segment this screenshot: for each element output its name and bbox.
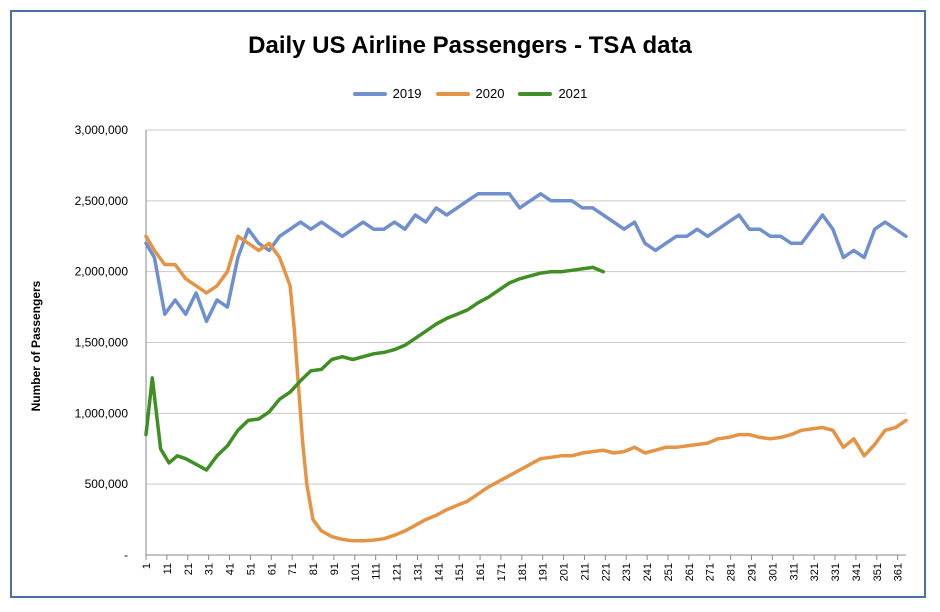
x-tick-label-4: 41 (225, 563, 237, 575)
chart-title: Daily US Airline Passengers - TSA data (248, 32, 692, 59)
x-tick-label-28: 281 (726, 563, 738, 581)
series-line-2021 (144, 265, 606, 472)
x-tick-label-6: 61 (266, 563, 278, 575)
x-tick-label-14: 141 (433, 563, 445, 581)
y-tick-label-0: - (124, 548, 128, 562)
x-tick-label-23: 231 (621, 563, 633, 581)
y-tick-label-6: 3,000,000 (75, 123, 129, 137)
legend-label-2020: 2020 (475, 86, 505, 101)
x-tick-label-36: 361 (893, 563, 905, 581)
y-tick-label-2: 1,000,000 (75, 406, 129, 420)
legend-swatch-2020 (435, 91, 470, 96)
x-tick-label-31: 311 (788, 563, 800, 581)
x-tick-label-21: 211 (579, 563, 591, 581)
legend-item-2021: 2021 (518, 86, 587, 101)
x-tick-label-35: 351 (872, 563, 884, 581)
x-tick-label-17: 171 (496, 563, 508, 581)
x-tick-label-7: 71 (287, 563, 299, 575)
x-tick-label-30: 301 (767, 563, 779, 581)
x-tick-label-16: 161 (475, 563, 487, 581)
x-tick-label-12: 121 (392, 563, 404, 581)
x-tick-label-24: 241 (642, 563, 654, 581)
x-tick-label-0: 1 (141, 563, 153, 569)
chart-legend: 2019 2020 2021 (0, 86, 940, 101)
x-tick-label-3: 31 (204, 563, 216, 575)
x-tick-label-19: 191 (538, 563, 550, 581)
x-tick-label-8: 81 (308, 563, 320, 575)
legend-swatch-2019 (352, 91, 387, 96)
x-tick-label-2: 21 (183, 563, 195, 575)
x-tick-label-9: 91 (329, 563, 341, 575)
y-tick-label-1: 500,000 (85, 477, 129, 491)
series-line-2019 (144, 192, 908, 324)
x-tick-label-1: 11 (162, 563, 174, 574)
x-tick-label-5: 51 (245, 563, 257, 575)
x-tick-label-22: 221 (600, 563, 612, 581)
x-tick-label-18: 181 (517, 563, 529, 581)
x-tick-label-29: 291 (746, 563, 758, 581)
series-line-2020 (144, 234, 908, 543)
x-tick-label-34: 341 (851, 563, 863, 581)
legend-item-2020: 2020 (435, 86, 505, 101)
x-tick-label-33: 331 (830, 563, 842, 581)
x-tick-label-25: 251 (663, 563, 675, 581)
x-tick-label-27: 271 (705, 563, 717, 581)
y-tick-label-4: 2,000,000 (75, 265, 129, 279)
x-tick-label-20: 201 (559, 563, 571, 581)
y-tick-label-3: 1,500,000 (75, 336, 129, 350)
x-tick-label-26: 261 (684, 563, 696, 581)
x-tick-label-10: 101 (350, 563, 362, 581)
legend-label-2019: 2019 (392, 86, 422, 101)
x-tick-label-32: 321 (809, 563, 821, 581)
x-tick-label-15: 151 (454, 563, 466, 581)
legend-label-2021: 2021 (558, 86, 588, 101)
legend-swatch-2021 (518, 91, 553, 96)
x-tick-label-13: 131 (412, 563, 424, 581)
y-tick-label-5: 2,500,000 (75, 194, 129, 208)
legend-item-2019: 2019 (352, 86, 422, 101)
x-tick-label-11: 111 (371, 563, 383, 580)
